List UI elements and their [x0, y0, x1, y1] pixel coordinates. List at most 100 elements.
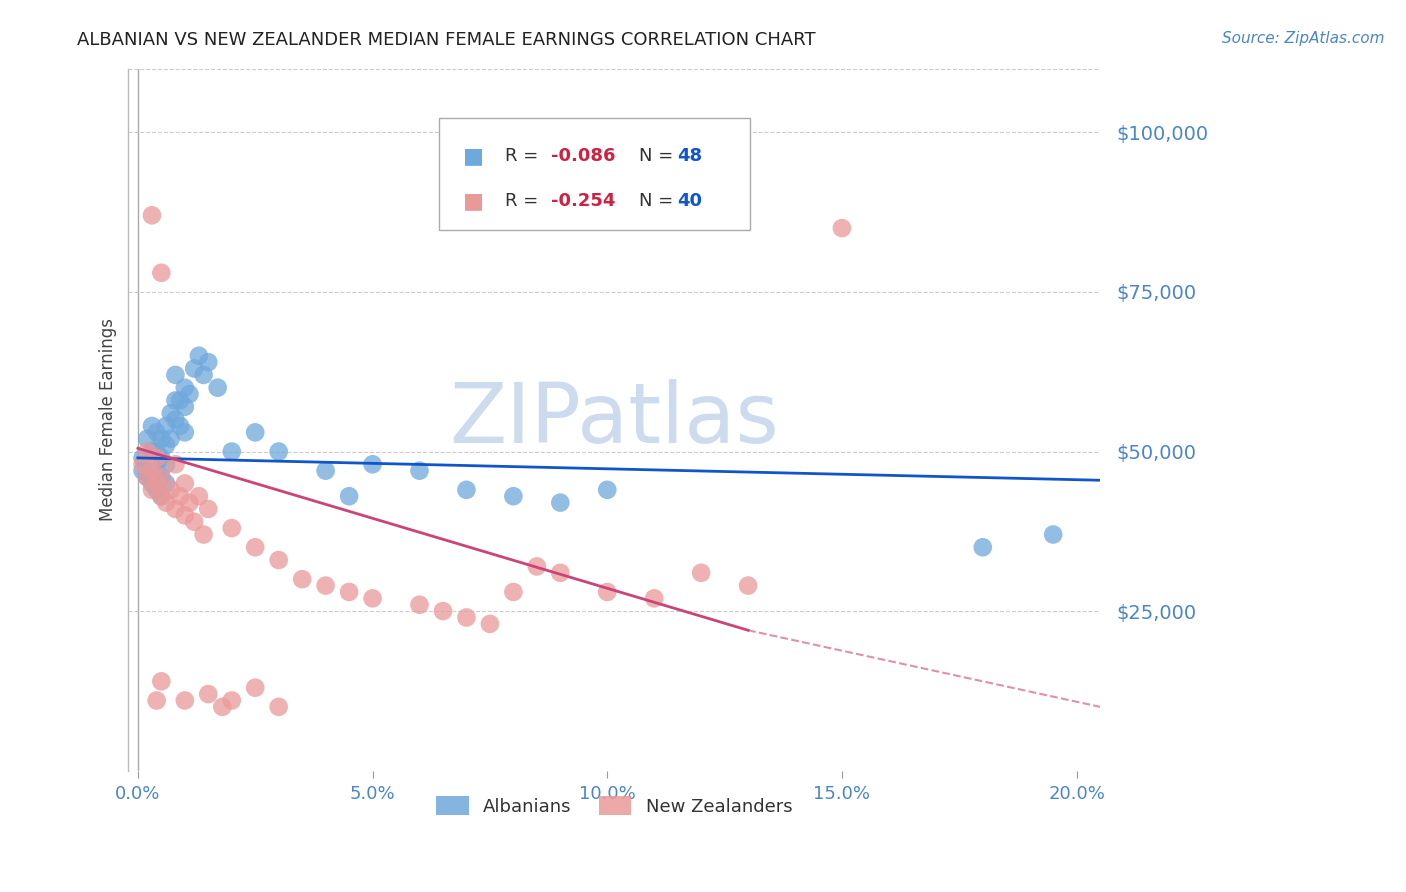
Point	[141, 419, 163, 434]
Point	[550, 566, 572, 580]
Point	[193, 527, 215, 541]
Point	[165, 502, 187, 516]
Point	[150, 450, 173, 465]
Point	[187, 489, 209, 503]
Point	[145, 476, 167, 491]
Point	[150, 266, 173, 280]
Point	[831, 221, 853, 235]
Text: ■: ■	[463, 192, 484, 211]
Point	[596, 483, 619, 497]
Point	[361, 591, 384, 606]
Point	[972, 541, 994, 555]
Point	[432, 604, 454, 618]
Point	[221, 521, 243, 535]
Point	[155, 458, 177, 472]
Point	[173, 508, 195, 523]
Point	[165, 393, 187, 408]
Point	[643, 591, 665, 606]
Point	[136, 470, 159, 484]
Point	[155, 438, 177, 452]
Point	[150, 432, 173, 446]
Text: R =: R =	[506, 147, 544, 165]
Point	[456, 610, 478, 624]
Point	[169, 419, 191, 434]
Point	[131, 458, 153, 472]
Text: N =: N =	[638, 193, 679, 211]
Point	[159, 406, 181, 420]
Point	[165, 458, 187, 472]
Point	[315, 578, 337, 592]
Point	[165, 412, 187, 426]
Text: R =: R =	[506, 193, 544, 211]
Point	[141, 444, 163, 458]
Point	[141, 476, 163, 491]
Point	[173, 381, 195, 395]
Y-axis label: Median Female Earnings: Median Female Earnings	[100, 318, 117, 521]
Point	[193, 368, 215, 382]
Point	[267, 553, 290, 567]
Point	[131, 464, 153, 478]
Point	[179, 495, 201, 509]
Text: ALBANIAN VS NEW ZEALANDER MEDIAN FEMALE EARNINGS CORRELATION CHART: ALBANIAN VS NEW ZEALANDER MEDIAN FEMALE …	[77, 31, 815, 49]
Point	[159, 432, 181, 446]
Point	[145, 450, 167, 465]
Point	[141, 208, 163, 222]
Point	[155, 476, 177, 491]
Point	[197, 502, 219, 516]
Point	[456, 483, 478, 497]
Point	[245, 425, 267, 440]
Point	[207, 381, 229, 395]
Point	[291, 572, 314, 586]
Point	[183, 515, 205, 529]
Point	[197, 355, 219, 369]
Point	[173, 693, 195, 707]
Point	[408, 464, 430, 478]
Point	[150, 489, 173, 503]
Point	[478, 616, 501, 631]
Point	[211, 699, 233, 714]
Text: 40: 40	[678, 193, 703, 211]
Point	[245, 541, 267, 555]
Text: ■: ■	[463, 146, 484, 166]
Text: -0.254: -0.254	[551, 193, 616, 211]
Point	[173, 476, 195, 491]
Point	[136, 444, 159, 458]
Point	[187, 349, 209, 363]
Point	[267, 699, 290, 714]
Point	[245, 681, 267, 695]
Point	[502, 585, 524, 599]
Point	[526, 559, 548, 574]
Point	[145, 444, 167, 458]
Point	[145, 483, 167, 497]
FancyBboxPatch shape	[440, 118, 751, 230]
Text: N =: N =	[638, 147, 679, 165]
Point	[165, 368, 187, 382]
Point	[179, 387, 201, 401]
Point	[361, 458, 384, 472]
Point	[337, 585, 360, 599]
Point	[150, 470, 173, 484]
Text: 48: 48	[678, 147, 703, 165]
Point	[502, 489, 524, 503]
Point	[183, 361, 205, 376]
Point	[169, 489, 191, 503]
Point	[145, 464, 167, 478]
Point	[145, 425, 167, 440]
Point	[155, 419, 177, 434]
Text: -0.086: -0.086	[551, 147, 616, 165]
Text: ZIPatlas: ZIPatlas	[450, 379, 779, 460]
Point	[141, 483, 163, 497]
Point	[690, 566, 713, 580]
Point	[136, 432, 159, 446]
Point	[173, 425, 195, 440]
Point	[337, 489, 360, 503]
Point	[221, 444, 243, 458]
Point	[737, 578, 759, 592]
Point	[315, 464, 337, 478]
Point	[221, 693, 243, 707]
Point	[145, 693, 167, 707]
Point	[131, 450, 153, 465]
Point	[150, 489, 173, 503]
Point	[596, 585, 619, 599]
Point	[1042, 527, 1064, 541]
